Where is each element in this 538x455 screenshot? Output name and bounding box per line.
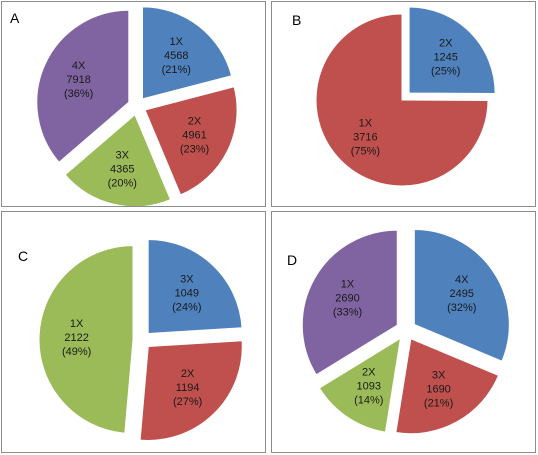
pie-chart-b: 2X 1245 (25%) 1X 3716 (75%) bbox=[315, 6, 496, 187]
slice-label-percent: (49%) bbox=[62, 346, 91, 358]
slice-label-percent: (21%) bbox=[162, 64, 191, 76]
slice-label-name: 2X bbox=[439, 38, 453, 50]
pie-slice-1x bbox=[142, 6, 233, 100]
slice-label-percent: (20%) bbox=[108, 177, 137, 189]
slice-label-name: 1X bbox=[70, 318, 84, 330]
pie-slice-2x bbox=[144, 86, 238, 196]
slice-label-name: 1X bbox=[359, 117, 373, 129]
slice-label-percent: (75%) bbox=[351, 145, 380, 157]
slice-label-percent: (32%) bbox=[447, 302, 476, 314]
pie-chart-d: 4X 2495 (32%) 3X 1690 (21%) 2X 1093 (14%) 1X 2690 (… bbox=[301, 228, 510, 435]
slice-label-value: 1690 bbox=[426, 384, 450, 396]
slice-label-value: 1194 bbox=[176, 382, 200, 394]
panel-label: C bbox=[18, 248, 29, 264]
pie-slice-3x bbox=[64, 113, 172, 206]
slice-label-value: 3716 bbox=[353, 131, 377, 143]
chart-panel-a: A 1X 4568 (21%) 2X 4961 (23%) 3X 4365 (20%) 4X 791… bbox=[1, 1, 266, 207]
pie-chart-c: 3X 1049 (24%) 2X 1194 (27%) 1X 2122 (49%) bbox=[38, 238, 243, 441]
pie-slice-2x bbox=[318, 337, 402, 433]
slice-label-name: 2X bbox=[362, 367, 376, 379]
slice-label-name: 3X bbox=[432, 370, 446, 382]
pie-chart-a: 1X 4568 (21%) 2X 4961 (23%) 3X 4365 (20%) 4X 7918 (… bbox=[36, 6, 238, 206]
slice-label-percent: (36%) bbox=[64, 88, 93, 100]
pie-slice-3x bbox=[395, 338, 500, 435]
slice-label-percent: (14%) bbox=[354, 395, 383, 407]
pie-slice-1x bbox=[301, 229, 398, 376]
slice-label-percent: (33%) bbox=[333, 306, 362, 318]
pie-slice-4x bbox=[413, 228, 510, 362]
slice-label-name: 3X bbox=[180, 273, 194, 285]
pie-slice-4x bbox=[36, 9, 130, 163]
chart-panel-c: C 3X 1049 (24%) 2X 1194 (27%) 1X 2122 (49%) bbox=[1, 211, 266, 453]
slice-label-percent: (25%) bbox=[431, 66, 460, 78]
slice-label-percent: (21%) bbox=[424, 398, 453, 410]
pie-slice-1x bbox=[315, 13, 489, 187]
slice-label-name: 1X bbox=[341, 278, 355, 290]
slice-label-name: 4X bbox=[455, 274, 469, 286]
slice-label-name: 2X bbox=[181, 368, 195, 380]
chart-panel-d: D 4X 2495 (32%) 3X 1690 (21%) 2X 1093 (14%) 1X 269… bbox=[271, 211, 536, 453]
slice-label-value: 1093 bbox=[357, 381, 381, 393]
pie-slice-3x bbox=[147, 238, 243, 334]
slice-label-value: 1049 bbox=[175, 287, 199, 299]
slice-label-name: 4X bbox=[72, 60, 86, 72]
slice-label-value: 4568 bbox=[164, 50, 188, 62]
slice-label-percent: (24%) bbox=[172, 301, 201, 313]
slice-label-value: 7918 bbox=[66, 74, 90, 86]
slice-label-value: 4961 bbox=[182, 129, 206, 141]
slice-label-value: 1245 bbox=[433, 52, 457, 64]
slice-label-value: 2690 bbox=[335, 292, 359, 304]
slice-label-name: 2X bbox=[188, 115, 202, 127]
pie-slice-1x bbox=[38, 245, 134, 434]
pie-slice-2x bbox=[408, 6, 496, 94]
chart-panel-b: B 2X 1245 (25%) 1X 3716 (75%) bbox=[271, 1, 536, 207]
slice-label-name: 3X bbox=[116, 149, 130, 161]
panel-label: D bbox=[287, 252, 298, 268]
slice-label-name: 1X bbox=[170, 36, 184, 48]
pie-slice-2x bbox=[139, 340, 243, 441]
panel-label: B bbox=[292, 12, 302, 28]
slice-label-percent: (27%) bbox=[173, 396, 202, 408]
slice-label-value: 2495 bbox=[450, 288, 474, 300]
slice-label-value: 2122 bbox=[64, 332, 88, 344]
slice-label-value: 4365 bbox=[110, 163, 134, 175]
slice-label-percent: (23%) bbox=[180, 143, 209, 155]
panel-label: A bbox=[10, 10, 20, 26]
